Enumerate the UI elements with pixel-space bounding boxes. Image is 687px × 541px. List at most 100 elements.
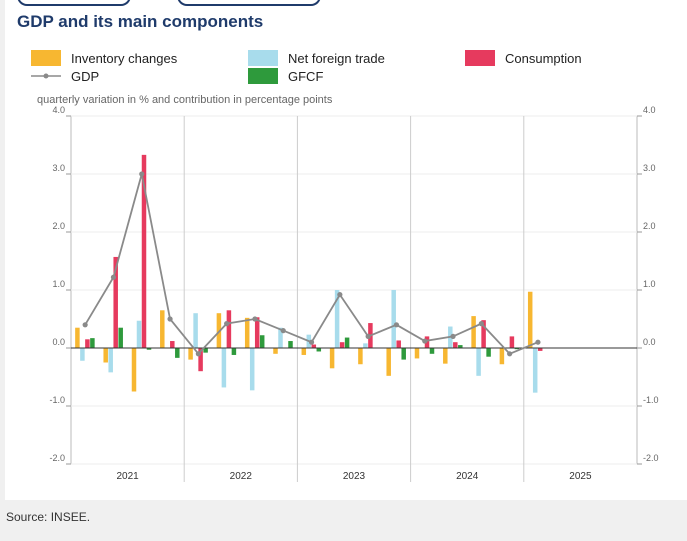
- legend-swatch-inventory: [31, 50, 61, 66]
- bar-gfcf-2021Q2: [118, 327, 123, 348]
- gdp-point-2022Q3: [252, 316, 258, 322]
- bar-gfcf-2024Q4: [514, 348, 520, 350]
- legend-trade[interactable]: Net foreign trade: [248, 50, 385, 66]
- bar-gfcf-2022Q2: [231, 348, 237, 355]
- gdp-point-2023Q4: [393, 322, 400, 328]
- bar-net-foreign-trade-2022Q2: [221, 348, 227, 388]
- y-tick-label-left: 1.0: [52, 279, 65, 289]
- bar-net-foreign-trade-2023Q4: [391, 290, 396, 348]
- bar-inventory-changes-2021Q3: [131, 348, 137, 392]
- gdp-point-2021Q2: [110, 274, 117, 280]
- x-year-label: 2021: [116, 471, 139, 482]
- legend-label-inventory: Inventory changes: [71, 50, 178, 66]
- bar-inventory-changes-2024Q3: [471, 316, 476, 348]
- gdp-point-2024Q3: [478, 321, 484, 327]
- bar-net-foreign-trade-2022Q1: [193, 313, 198, 348]
- legend-label-gfcf: GFCF: [288, 68, 324, 84]
- bar-gfcf-2021Q4: [175, 348, 180, 358]
- y-tick-label-left: 4.0: [52, 105, 65, 115]
- gdp-point-2024Q2: [450, 333, 456, 339]
- x-year-label: 2024: [456, 471, 479, 482]
- x-year-label: 2025: [569, 471, 592, 482]
- bar-consumption-2023Q1: [311, 344, 317, 348]
- bar-net-foreign-trade-2023Q2: [334, 290, 340, 348]
- bar-gfcf-2024Q3: [486, 348, 491, 357]
- bar-net-foreign-trade-2022Q3: [249, 348, 255, 391]
- y-tick-label-right: 3.0: [643, 163, 656, 173]
- legend-line-gdp-icon: [31, 73, 61, 79]
- chart-title: GDP and its main components: [17, 12, 264, 31]
- gdp-point-2022Q2: [224, 321, 230, 327]
- bar-inventory-changes-2022Q4: [273, 348, 278, 354]
- bar-gfcf-2024Q2: [458, 345, 463, 348]
- bar-gfcf-2023Q1: [316, 348, 322, 352]
- bar-consumption-2021Q4: [170, 341, 175, 348]
- x-year-label: 2022: [230, 471, 253, 482]
- gdp-line: [84, 173, 539, 356]
- y-tick-label-right: 0.0: [643, 337, 656, 347]
- bar-consumption-2021Q1: [85, 339, 90, 348]
- bar-consumption-2023Q4: [396, 340, 401, 348]
- bar-inventory-changes-2024Q4: [499, 348, 505, 365]
- bar-inventory-changes-2023Q2: [329, 348, 335, 369]
- gdp-point-2022Q4: [280, 328, 286, 334]
- bar-inventory-changes-2024Q1: [414, 348, 420, 359]
- gdp-point-2021Q1: [82, 322, 88, 328]
- y-tick-label-right: 1.0: [643, 279, 656, 289]
- gdp-point-2024Q1: [422, 338, 428, 344]
- y-tick-label-left: -1.0: [49, 395, 65, 405]
- legend-consumption[interactable]: Consumption: [465, 50, 582, 66]
- y-tick-label-right: -1.0: [643, 395, 659, 405]
- bar-net-foreign-trade-2024Q3: [476, 348, 481, 376]
- legend-gdp[interactable]: GDP: [31, 68, 99, 84]
- bar-consumption-2022Q3: [254, 317, 260, 348]
- legend-label-gdp: GDP: [71, 68, 100, 84]
- gdp-point-2023Q2: [337, 292, 343, 298]
- legend-label-consumption: Consumption: [505, 50, 582, 66]
- bar-inventory-changes-2025Q1: [527, 291, 533, 348]
- source-note: Source: INSEE.: [6, 510, 91, 524]
- bar-consumption-2024Q3: [481, 320, 486, 348]
- chart-panel: GDP and its main components Inventory ch…: [5, 0, 687, 500]
- bar-consumption-2025Q1: [537, 348, 543, 351]
- bar-net-foreign-trade-2022Q4: [278, 327, 283, 348]
- bar-consumption-2021Q2: [113, 256, 118, 348]
- bar-consumption-2022Q1: [198, 348, 203, 372]
- bar-inventory-changes-2023Q1: [301, 348, 307, 355]
- bar-inventory-changes-2021Q2: [103, 348, 108, 363]
- legend-swatch-gfcf: [248, 68, 278, 84]
- bar-inventory-changes-2022Q1: [188, 348, 193, 360]
- bar-gfcf-2024Q1: [429, 348, 435, 354]
- bar-consumption-2022Q2: [226, 310, 232, 348]
- bar-inventory-changes-2022Q3: [244, 317, 250, 348]
- bar-inventory-changes-2023Q3: [358, 348, 363, 365]
- bar-inventory-changes-2021Q4: [160, 310, 165, 348]
- bar-inventory-changes-2021Q1: [75, 327, 80, 348]
- chart-subtitle: quarterly variation in % and contributio…: [37, 94, 333, 106]
- bar-inventory-changes-2024Q2: [443, 348, 448, 364]
- legend-label-trade: Net foreign trade: [288, 50, 385, 66]
- legend-gfcf[interactable]: GFCF: [248, 68, 323, 84]
- gdp-point-2023Q3: [365, 333, 371, 339]
- y-tick-label-right: 2.0: [643, 221, 656, 231]
- bar-gfcf-2022Q3: [259, 335, 265, 348]
- gdp-point-2025Q1: [535, 339, 541, 345]
- y-tick-label-right: 4.0: [643, 105, 656, 115]
- gdp-point-2024Q4: [507, 351, 513, 357]
- legend-inventory[interactable]: Inventory changes: [31, 50, 177, 66]
- bar-consumption-2021Q3: [141, 154, 147, 348]
- legend-swatch-trade: [248, 50, 278, 66]
- y-tick-label-left: -2.0: [49, 453, 65, 463]
- y-tick-label-right: -2.0: [643, 453, 659, 463]
- gdp-point-2023Q1: [308, 339, 315, 345]
- bar-inventory-changes-2023Q4: [386, 348, 391, 376]
- gdp-point-2022Q1: [195, 351, 201, 357]
- bar-gfcf-2023Q2: [344, 337, 350, 348]
- bar-net-foreign-trade-2021Q1: [80, 348, 85, 361]
- y-tick-label-left: 2.0: [52, 221, 65, 231]
- bar-gfcf-2022Q1: [203, 348, 208, 353]
- bar-net-foreign-trade-2023Q3: [363, 343, 368, 348]
- bar-consumption-2023Q2: [339, 342, 345, 348]
- bar-consumption-2024Q2: [453, 342, 458, 348]
